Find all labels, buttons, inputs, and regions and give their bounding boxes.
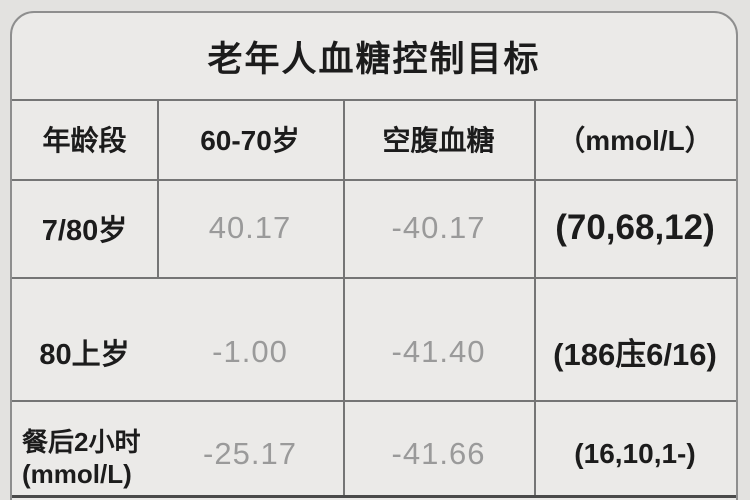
row3-label-line1: 餐后2小时 bbox=[22, 427, 141, 458]
row3-value-2: -41.66 bbox=[391, 435, 486, 471]
header-unit: （mmol/L） bbox=[557, 125, 713, 156]
row3-value-1: -25.17 bbox=[203, 435, 297, 471]
row2-target-value: (186庒6/16) bbox=[553, 337, 717, 372]
row1-target-value: (70,68,12) bbox=[555, 208, 715, 247]
glucose-target-table-card: 老年人血糖控制目标 年龄段 60-70岁 空腹血糖 （mmol/L） 7/80岁… bbox=[10, 11, 738, 500]
header-age-range: 年龄段 bbox=[42, 125, 127, 156]
row3-age-label: 餐后2小时 (mmol/L) bbox=[12, 400, 157, 495]
row3-label-line2: (mmol/L) bbox=[22, 458, 132, 489]
row2-value-2: -41.40 bbox=[391, 333, 486, 369]
table-bottom-border bbox=[12, 495, 736, 498]
table-title: 老年人血糖控制目标 bbox=[207, 39, 541, 79]
row1-value-2: -40.17 bbox=[391, 210, 486, 245]
row1-age-label: 7/80岁 bbox=[41, 215, 128, 247]
header-60-70: 60-70岁 bbox=[200, 125, 300, 156]
column-divider-1 bbox=[157, 99, 159, 277]
divider-below-header bbox=[12, 179, 736, 181]
row2-value-1: -1.00 bbox=[212, 333, 288, 369]
divider-below-row2 bbox=[12, 400, 736, 402]
row3-target-value: (16,10,1-) bbox=[574, 437, 696, 469]
divider-below-title bbox=[12, 99, 736, 101]
divider-below-row1 bbox=[12, 277, 736, 279]
column-divider-3 bbox=[534, 99, 536, 495]
column-divider-2 bbox=[343, 99, 345, 495]
row1-value-1: 40.17 bbox=[208, 210, 292, 245]
header-fasting: 空腹血糖 bbox=[382, 125, 495, 156]
row2-age-label: 80上岁 bbox=[39, 338, 130, 371]
